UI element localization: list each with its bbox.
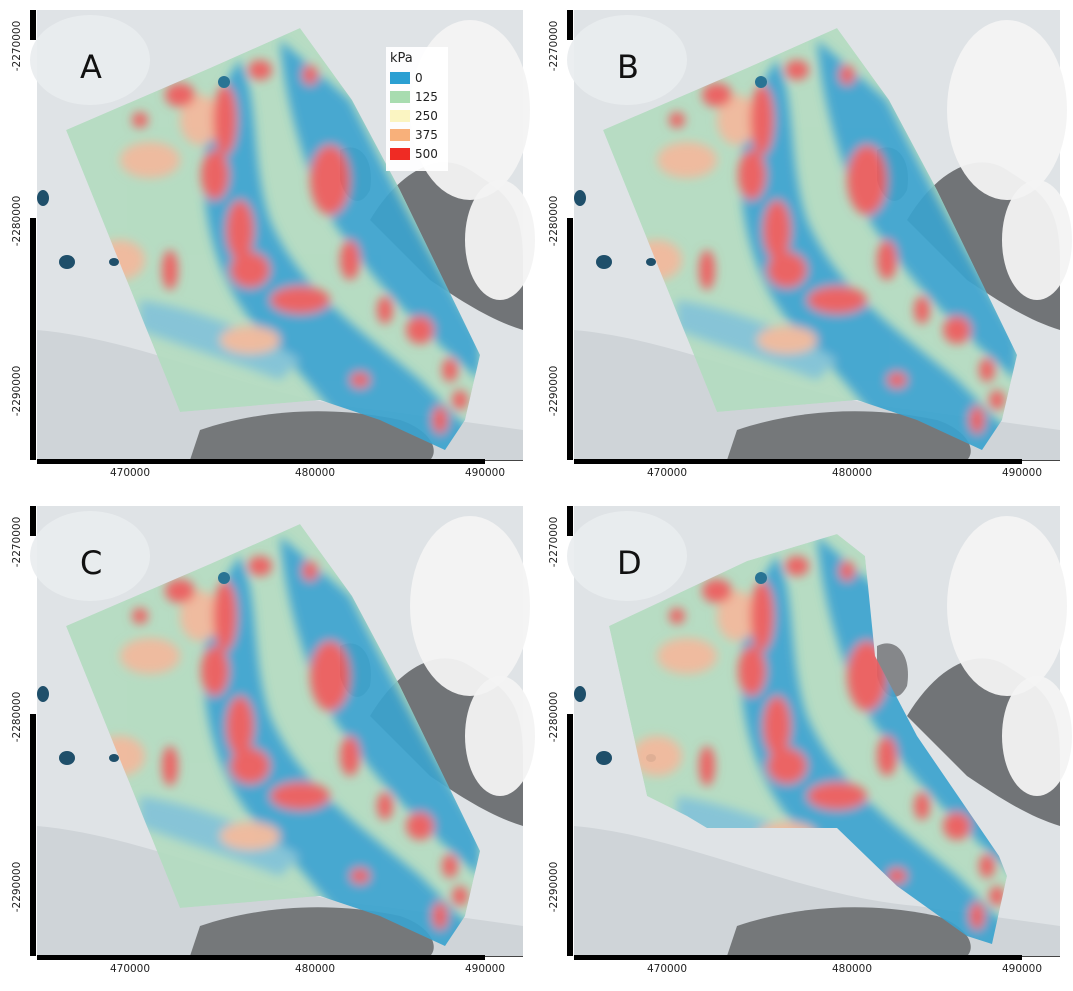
axis-frame bbox=[30, 506, 523, 960]
x-tick-label: 490000 bbox=[1001, 467, 1043, 479]
x-tick-label: 480000 bbox=[294, 467, 336, 479]
legend-swatch bbox=[390, 129, 410, 141]
x-tick-label: 480000 bbox=[831, 963, 873, 975]
legend-entry: 250 bbox=[390, 109, 448, 124]
y-tick-label: -2290000 bbox=[548, 861, 560, 913]
x-tick-label: 490000 bbox=[464, 963, 506, 975]
y-tick-label: -2270000 bbox=[548, 516, 560, 568]
legend-label: 250 bbox=[415, 109, 438, 123]
y-tick-label: -2290000 bbox=[11, 861, 23, 913]
axis-frame bbox=[567, 506, 1060, 960]
panel-label: D bbox=[617, 544, 642, 582]
legend-label: 500 bbox=[415, 147, 438, 161]
axis-frame bbox=[30, 10, 523, 464]
legend-label: 0 bbox=[415, 71, 423, 85]
x-tick-label: 480000 bbox=[831, 467, 873, 479]
legend-label: 375 bbox=[415, 128, 438, 142]
x-tick-label: 470000 bbox=[646, 963, 688, 975]
y-tick-label: -2280000 bbox=[11, 195, 23, 247]
map-canvas bbox=[567, 506, 1072, 960]
y-tick-label: -2280000 bbox=[548, 691, 560, 743]
y-tick-label: -2270000 bbox=[548, 20, 560, 72]
map-panel-a: A -2270000 -2280000 -2290000 470000 480000 490… bbox=[0, 0, 536, 495]
x-tick-label: 470000 bbox=[109, 467, 151, 479]
legend-entry: 125 bbox=[390, 90, 448, 105]
legend-title: kPa bbox=[390, 51, 413, 66]
basal-stress-overlay bbox=[603, 28, 1017, 450]
x-tick-label: 490000 bbox=[464, 467, 506, 479]
panel-label: A bbox=[80, 48, 102, 86]
axis-frame bbox=[567, 10, 1060, 464]
y-tick-label: -2270000 bbox=[11, 516, 23, 568]
clouds bbox=[567, 511, 1072, 796]
basal-stress-overlay bbox=[66, 28, 480, 450]
legend: kPa 0 125 250 375 500 bbox=[386, 47, 448, 171]
legend-entry: 500 bbox=[390, 147, 448, 162]
legend-entry: 0 bbox=[390, 71, 448, 86]
legend-swatch bbox=[390, 148, 410, 160]
panel-label: C bbox=[80, 544, 103, 582]
basal-stress-overlay bbox=[66, 524, 480, 946]
panel-label: B bbox=[617, 48, 639, 86]
legend-entry: 375 bbox=[390, 128, 448, 143]
y-tick-label: -2290000 bbox=[11, 365, 23, 417]
map-panel-b: B -2270000 -2280000 -2290000 470000 480000 490… bbox=[537, 0, 1073, 495]
y-tick-label: -2280000 bbox=[548, 195, 560, 247]
x-tick-label: 470000 bbox=[646, 467, 688, 479]
x-tick-label: 480000 bbox=[294, 963, 336, 975]
map-canvas bbox=[30, 506, 535, 960]
clouds bbox=[30, 511, 535, 796]
x-tick-label: 470000 bbox=[109, 963, 151, 975]
legend-swatch bbox=[390, 91, 410, 103]
x-tick-label: 490000 bbox=[1001, 963, 1043, 975]
legend-label: 125 bbox=[415, 90, 438, 104]
y-tick-label: -2270000 bbox=[11, 20, 23, 72]
legend-swatch bbox=[390, 72, 410, 84]
map-panel-d: D -2270000 -2280000 -2290000 470000 480000 490… bbox=[537, 496, 1073, 991]
y-tick-label: -2280000 bbox=[11, 691, 23, 743]
legend-swatch bbox=[390, 110, 410, 122]
clouds bbox=[567, 15, 1072, 300]
map-canvas bbox=[567, 10, 1072, 464]
y-tick-label: -2290000 bbox=[548, 365, 560, 417]
map-panel-c: C -2270000 -2280000 -2290000 470000 480000 490… bbox=[0, 496, 536, 991]
